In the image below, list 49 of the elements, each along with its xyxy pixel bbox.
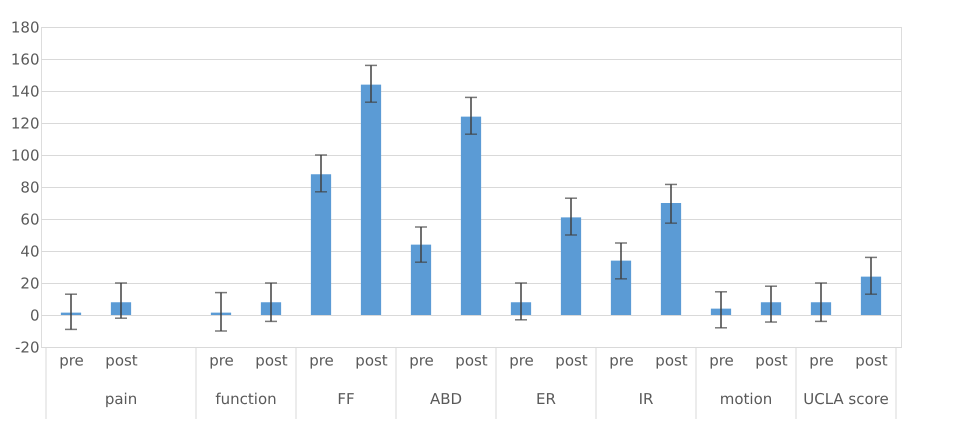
bar	[860, 276, 882, 315]
x-tick-label: post	[255, 352, 288, 370]
y-tick-label: 120	[10, 114, 40, 132]
x-tick-label: pre	[609, 352, 634, 370]
x-tick-label: post	[105, 352, 138, 370]
x-tick-label: pre	[809, 352, 834, 370]
bar	[760, 302, 782, 315]
bar	[310, 174, 332, 315]
x-tick-label: post	[455, 352, 488, 370]
x-tick-label: post	[755, 352, 788, 370]
y-tick-label: 60	[20, 210, 40, 228]
x-tick-label: pre	[209, 352, 234, 370]
bar	[810, 302, 832, 315]
text: UCLA score	[803, 390, 889, 408]
bar	[660, 203, 682, 315]
bar	[410, 244, 432, 315]
bar	[260, 302, 282, 315]
x-tick-label: post	[555, 352, 588, 370]
text: ABD	[430, 390, 462, 408]
bar	[710, 308, 732, 315]
bar	[510, 302, 532, 315]
y-tick-label: 0	[30, 306, 40, 324]
text: ER	[536, 390, 556, 408]
text: IR	[638, 390, 654, 408]
text: pain	[104, 390, 138, 408]
y-tick-label: 180	[10, 18, 40, 36]
text: motion	[720, 390, 772, 408]
bar	[110, 302, 132, 315]
y-tick-label: -20	[15, 338, 40, 356]
y-tick-label: 80	[20, 178, 40, 196]
y-tick-label: 40	[20, 242, 40, 260]
y-tick-label: 140	[10, 82, 40, 100]
x-tick-label: pre	[309, 352, 334, 370]
x-tick-label: post	[355, 352, 388, 370]
x-tick-label: post	[655, 352, 688, 370]
bar	[360, 84, 382, 315]
y-tick-label: 20	[20, 274, 40, 292]
bar	[460, 116, 482, 315]
text: function	[215, 390, 277, 408]
x-tick-label: pre	[59, 352, 84, 370]
x-tick-label: pre	[509, 352, 534, 370]
x-tick-label: post	[855, 352, 888, 370]
y-tick-label: 100	[10, 146, 40, 164]
bar	[560, 217, 582, 315]
x-tick-label: pre	[409, 352, 434, 370]
text: FF	[337, 390, 355, 408]
y-tick-label: 160	[10, 50, 40, 68]
x-tick-label: pre	[709, 352, 734, 370]
bar	[610, 260, 632, 315]
